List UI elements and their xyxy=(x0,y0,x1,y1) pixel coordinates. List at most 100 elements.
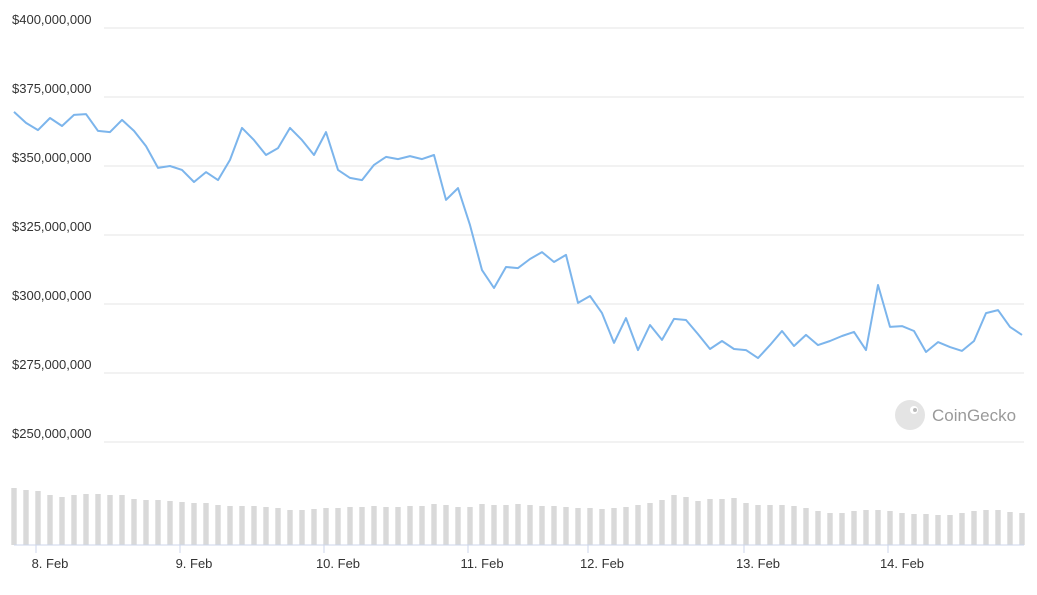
volume-bar xyxy=(203,503,209,545)
volume-bar xyxy=(851,511,857,545)
volume-bar xyxy=(191,503,197,545)
volume-bar xyxy=(503,505,509,545)
volume-bar xyxy=(323,508,329,545)
volume-bar xyxy=(275,508,281,545)
volume-bar xyxy=(131,499,137,545)
volume-bar xyxy=(167,501,173,545)
volume-bar xyxy=(95,494,101,545)
volume-bar xyxy=(491,505,497,545)
volume-bar xyxy=(611,508,617,545)
volume-bar xyxy=(479,504,485,545)
volume-bar xyxy=(863,510,869,545)
volume-bar xyxy=(587,508,593,545)
y-tick-label: $300,000,000 xyxy=(12,288,92,303)
volume-bar xyxy=(743,503,749,545)
volume-bar xyxy=(371,506,377,545)
volume-bar xyxy=(911,514,917,545)
volume-bar xyxy=(407,506,413,545)
volume-bar xyxy=(803,508,809,545)
volume-bar xyxy=(719,499,725,545)
volume-bar xyxy=(383,507,389,545)
volume-bar xyxy=(467,507,473,545)
y-tick-label: $325,000,000 xyxy=(12,219,92,234)
watermark: CoinGecko xyxy=(932,406,1016,425)
volume-bar xyxy=(527,505,533,545)
y-tick-label: $350,000,000 xyxy=(12,150,92,165)
volume-bar xyxy=(47,495,53,545)
y-tick-label: $275,000,000 xyxy=(12,357,92,372)
volume-bar xyxy=(107,495,113,545)
volume-bar xyxy=(443,505,449,545)
volume-bar xyxy=(311,509,317,545)
volume-bar xyxy=(455,507,461,545)
y-tick-label: $375,000,000 xyxy=(12,81,92,96)
volume-bar xyxy=(731,498,737,545)
volume-bar xyxy=(263,507,269,545)
volume-bar xyxy=(707,499,713,545)
volume-bar xyxy=(227,506,233,545)
x-tick-label: 13. Feb xyxy=(736,556,780,571)
volume-bar xyxy=(539,506,545,545)
volume-bar xyxy=(599,509,605,545)
volume-bar xyxy=(959,513,965,545)
volume-bar xyxy=(875,510,881,545)
volume-bar xyxy=(983,510,989,545)
price-line xyxy=(13,111,1023,360)
volume-bar xyxy=(11,488,17,545)
x-tick-label: 14. Feb xyxy=(880,556,924,571)
x-tick-label: 9. Feb xyxy=(176,556,213,571)
watermark-logo xyxy=(895,400,925,430)
volume-bar xyxy=(683,497,689,545)
volume-bar xyxy=(887,511,893,545)
volume-bar xyxy=(359,507,365,545)
volume-bar xyxy=(287,510,293,545)
x-tick-label: 10. Feb xyxy=(316,556,360,571)
volume-bar xyxy=(635,505,641,545)
volume-bar xyxy=(779,505,785,545)
volume-bar xyxy=(83,494,89,545)
volume-bar xyxy=(899,513,905,545)
y-tick-label: $400,000,000 xyxy=(12,12,92,27)
x-tick-label: 12. Feb xyxy=(580,556,624,571)
volume-bar xyxy=(947,515,953,545)
volume-bar xyxy=(839,513,845,545)
volume-bar xyxy=(755,505,761,545)
volume-bar xyxy=(1007,512,1013,545)
volume-bar xyxy=(239,506,245,545)
x-tick-label: 11. Feb xyxy=(460,556,503,571)
volume-bar xyxy=(551,506,557,545)
volume-bar xyxy=(623,507,629,545)
volume-bar xyxy=(515,504,521,545)
volume-bar xyxy=(827,513,833,545)
volume-bar xyxy=(71,495,77,545)
volume-bar xyxy=(155,500,161,545)
volume-bar xyxy=(935,515,941,545)
volume-bar xyxy=(659,500,665,545)
volume-bar xyxy=(767,505,773,545)
volume-bar xyxy=(419,506,425,545)
volume-bar xyxy=(695,501,701,545)
volume-bar xyxy=(335,508,341,545)
volume-bar xyxy=(647,503,653,545)
volume-bar xyxy=(347,507,353,545)
volume-bar xyxy=(563,507,569,545)
volume-bar xyxy=(815,511,821,545)
y-tick-label: $250,000,000 xyxy=(12,426,92,441)
volume-bar xyxy=(179,502,185,545)
volume-bar xyxy=(431,504,437,545)
volume-bar xyxy=(395,507,401,545)
volume-bar xyxy=(995,510,1001,545)
volume-bar xyxy=(23,490,29,545)
volume-bar xyxy=(143,500,149,545)
volume-bar xyxy=(299,510,305,545)
volume-bar xyxy=(971,511,977,545)
volume-bar xyxy=(671,495,677,545)
volume-bar xyxy=(35,491,41,545)
volume-bar xyxy=(791,506,797,545)
volume-bar xyxy=(59,497,65,545)
x-tick-label: 8. Feb xyxy=(32,556,69,571)
volume-bar xyxy=(251,506,257,545)
volume-bar xyxy=(923,514,929,545)
